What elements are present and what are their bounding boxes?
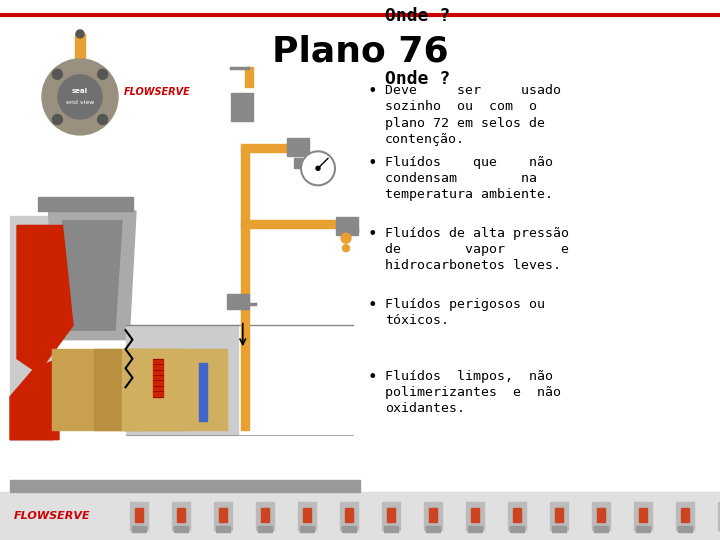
Bar (466, 502, 484, 530)
Bar (199, 363, 207, 421)
Circle shape (53, 114, 63, 125)
Bar (174, 526, 188, 532)
Bar (125, 326, 238, 435)
Bar (513, 508, 521, 522)
Bar (294, 158, 302, 168)
Bar (94, 349, 185, 430)
Polygon shape (48, 211, 136, 340)
Bar (122, 349, 227, 430)
Text: Plano 76: Plano 76 (271, 35, 449, 69)
Bar (681, 508, 689, 522)
Bar (230, 93, 253, 121)
Text: end view: end view (66, 100, 94, 105)
Text: seal: seal (72, 88, 88, 94)
Bar (216, 526, 230, 532)
Bar (214, 502, 232, 530)
Bar (0, 492, 720, 540)
Text: FLOWSERVE: FLOWSERVE (124, 87, 190, 97)
Bar (153, 359, 163, 397)
Bar (555, 508, 563, 522)
Bar (342, 526, 356, 532)
Circle shape (316, 166, 320, 170)
Bar (177, 508, 185, 522)
Bar (384, 526, 398, 532)
Bar (303, 508, 311, 522)
Text: •: • (368, 369, 377, 384)
Text: Onde ?: Onde ? (385, 8, 451, 25)
Bar (387, 508, 395, 522)
Bar (76, 111, 84, 119)
Bar (424, 502, 442, 530)
Bar (594, 526, 608, 532)
Bar (258, 526, 272, 532)
Bar (508, 502, 526, 530)
Bar (471, 508, 479, 522)
Bar (550, 502, 568, 530)
Text: Deve     ser     usado
sozinho  ou  com  o
plano 72 em selos de
contenção.: Deve ser usado sozinho ou com o plano 72… (385, 84, 561, 145)
Bar (336, 217, 358, 235)
Bar (426, 526, 440, 532)
Text: Fluídos de alta pressão
de        vapor       e
hidrocarbonetos leves.: Fluídos de alta pressão de vapor e hidro… (385, 227, 570, 272)
Bar (298, 502, 316, 530)
Bar (592, 502, 610, 530)
Bar (718, 502, 720, 530)
Bar (227, 294, 249, 309)
Bar (510, 526, 524, 532)
Circle shape (53, 69, 63, 79)
Bar (382, 502, 400, 530)
Bar (135, 508, 143, 522)
Bar (287, 138, 308, 157)
Circle shape (98, 114, 107, 125)
Circle shape (343, 245, 349, 252)
Bar (345, 508, 353, 522)
Text: Fluídos    que    não
condensam        na
temperatura ambiente.: Fluídos que não condensam na temperatura… (385, 156, 553, 201)
Bar (676, 502, 694, 530)
Bar (241, 144, 304, 152)
Bar (132, 526, 146, 532)
Bar (597, 508, 605, 522)
Text: •: • (368, 298, 377, 313)
Text: •: • (368, 84, 377, 99)
Polygon shape (10, 359, 59, 440)
Circle shape (98, 69, 107, 79)
Text: •: • (368, 156, 377, 171)
Bar (241, 225, 249, 430)
Circle shape (42, 59, 118, 135)
Circle shape (301, 151, 335, 185)
Bar (10, 480, 360, 492)
Bar (429, 508, 437, 522)
Text: •: • (368, 227, 377, 242)
Text: Fluídos  limpos,  não
polimerizantes  e  não
oxidantes.: Fluídos limpos, não polimerizantes e não… (385, 369, 561, 415)
Bar (52, 349, 143, 430)
Bar (639, 508, 647, 522)
Bar (130, 502, 148, 530)
Circle shape (341, 233, 351, 243)
Bar (241, 149, 249, 225)
Bar (256, 502, 274, 530)
Bar (636, 526, 650, 532)
Bar (172, 502, 190, 530)
Polygon shape (17, 225, 73, 373)
Text: FLOWSERVE: FLOWSERVE (14, 511, 90, 521)
Bar (38, 197, 132, 211)
Bar (75, 34, 85, 59)
Polygon shape (63, 221, 122, 330)
Bar (219, 508, 227, 522)
Bar (241, 220, 356, 228)
Bar (300, 526, 314, 532)
Circle shape (76, 30, 84, 38)
Bar (245, 68, 253, 87)
Bar (634, 502, 652, 530)
Bar (468, 526, 482, 532)
Bar (552, 526, 566, 532)
Circle shape (58, 75, 102, 119)
Text: Fluídos perigosos ou
tóxicos.: Fluídos perigosos ou tóxicos. (385, 298, 545, 327)
Bar (261, 508, 269, 522)
Bar (340, 502, 358, 530)
Text: Onde ?: Onde ? (385, 70, 451, 88)
Polygon shape (10, 216, 52, 440)
Bar (678, 526, 692, 532)
